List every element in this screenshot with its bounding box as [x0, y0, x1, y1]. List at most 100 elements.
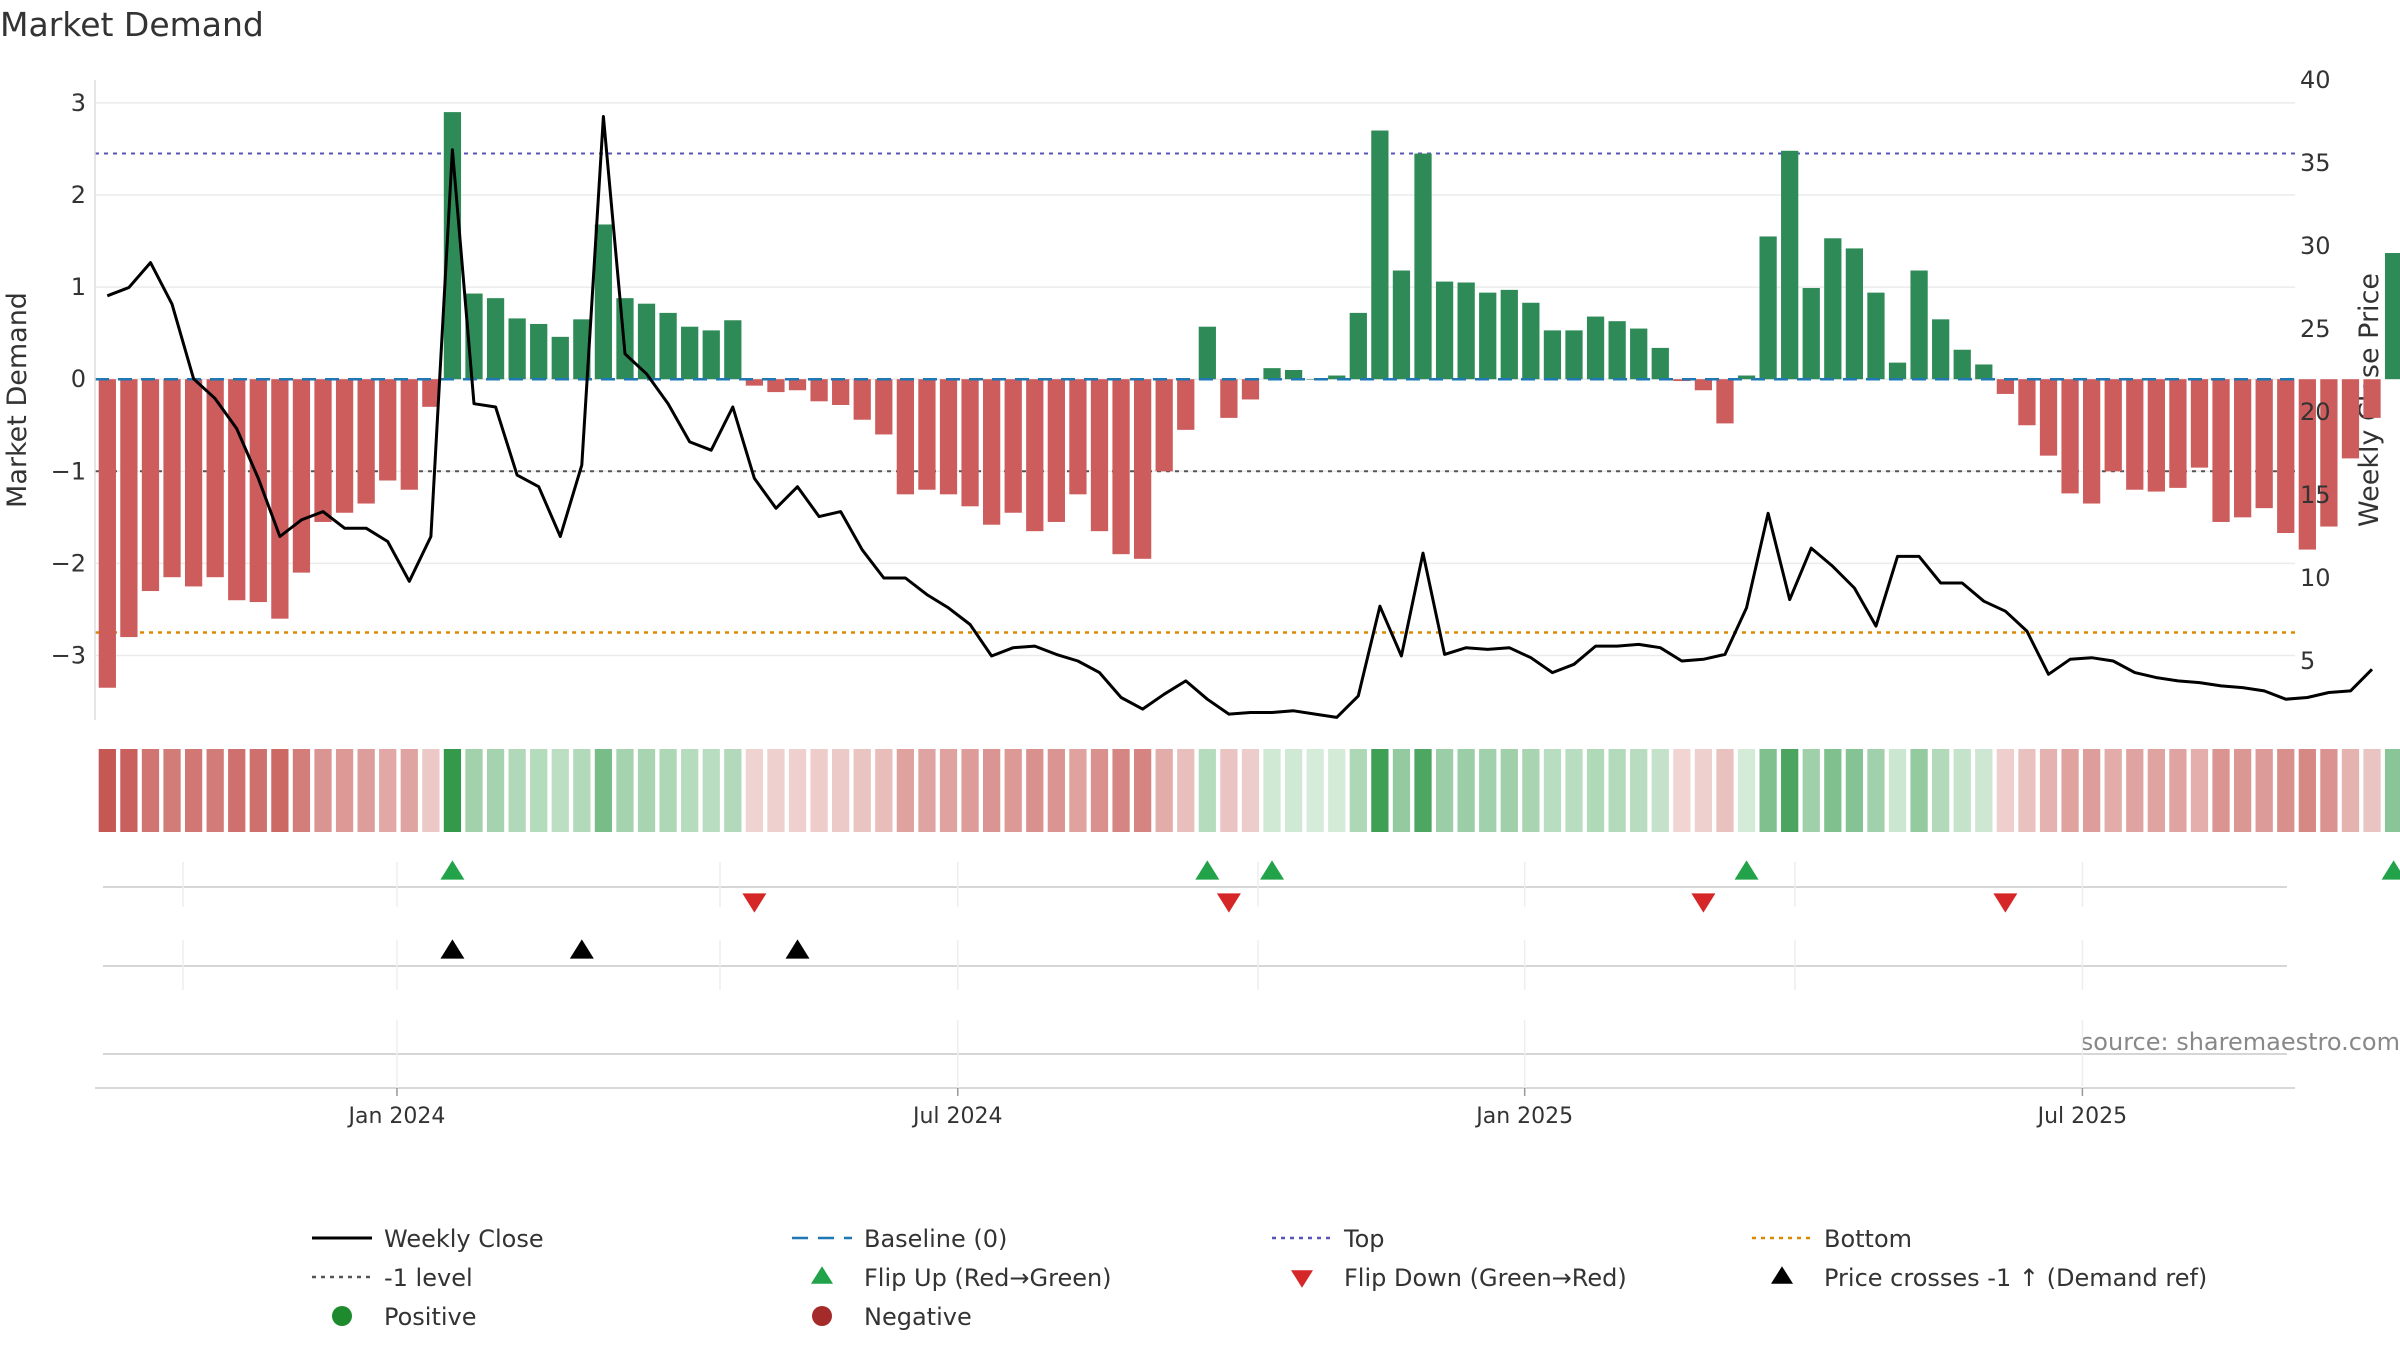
- color-strip-cell: [745, 749, 764, 832]
- demand-bar: [141, 379, 160, 592]
- demand-bar: [1716, 379, 1734, 424]
- color-strip-cell: [530, 749, 548, 832]
- demand-bar: [1608, 321, 1626, 380]
- color-strip-cell: [2298, 749, 2316, 832]
- color-strip-cell: [918, 749, 936, 832]
- color-strip-cell: [1975, 749, 1993, 832]
- demand-bar: [422, 379, 440, 407]
- legend-circle-icon: [812, 1306, 832, 1326]
- demand-bar: [594, 224, 613, 380]
- demand-bar: [1802, 288, 1820, 380]
- demand-bar: [1932, 319, 1950, 380]
- demand-bar: [1867, 292, 1885, 380]
- legend-triangle-up-icon: [811, 1266, 833, 1284]
- demand-bar: [2169, 379, 2187, 488]
- demand-bar: [961, 379, 979, 507]
- color-strip-cell: [1824, 749, 1842, 832]
- color-strip-cell: [357, 749, 375, 832]
- color-strip-cell: [2147, 749, 2165, 832]
- left-tick-label: −3: [51, 642, 86, 670]
- color-strip-cell: [422, 749, 440, 832]
- color-strip-cell: [1522, 749, 1540, 832]
- left-tick-label: −2: [51, 549, 86, 577]
- left-tick-label: 3: [71, 89, 86, 117]
- demand-bar: [1090, 379, 1109, 532]
- demand-bar: [1133, 379, 1152, 559]
- color-strip-cell: [2341, 749, 2360, 832]
- demand-bar: [1565, 330, 1583, 380]
- demand-bar: [702, 330, 720, 380]
- flip-down-marker: [742, 893, 767, 913]
- date-tick-label: Jul 2025: [2036, 1104, 2128, 1129]
- color-strip-cell: [1457, 749, 1475, 832]
- demand-bar: [1975, 364, 1993, 380]
- color-strip-cell: [2212, 749, 2230, 832]
- price-cross-marker: [785, 939, 810, 959]
- demand-bar: [1694, 379, 1713, 391]
- demand-bar: [1284, 369, 1303, 380]
- color-strip-cell: [1802, 749, 1820, 832]
- demand-bar: [832, 379, 850, 405]
- demand-bar: [530, 323, 548, 380]
- flip-up-marker: [1734, 860, 1759, 880]
- left-tick-label: 1: [71, 273, 86, 301]
- demand-bar: [896, 379, 914, 495]
- demand-bar: [1069, 379, 1087, 495]
- color-strip-cell: [1004, 749, 1022, 832]
- right-tick-label: 30: [2300, 232, 2331, 260]
- color-strip-cell: [1910, 749, 1928, 832]
- color-strip-cell: [1306, 749, 1324, 832]
- color-strip-cell: [1888, 749, 1907, 832]
- demand-bar: [939, 379, 958, 495]
- color-strip-cell: [681, 749, 699, 832]
- legend-label: Bottom: [1824, 1225, 1912, 1253]
- legend-item: Weekly Close: [312, 1225, 544, 1253]
- color-strip-cell: [1435, 749, 1454, 832]
- demand-bar: [1888, 362, 1907, 380]
- color-strip-cell: [2104, 749, 2122, 832]
- color-strip-cell: [1996, 749, 2014, 832]
- flip-up-marker: [440, 860, 465, 880]
- color-strip-cell: [1651, 749, 1669, 832]
- demand-bar: [1177, 379, 1195, 430]
- demand-bar: [1586, 316, 1605, 380]
- demand-bar: [228, 379, 246, 601]
- right-tick-label: 5: [2300, 647, 2315, 675]
- weekly-close-series: [106, 115, 2374, 719]
- legend: Weekly Close Baseline (0) Top Bottom -1 leve…: [312, 1225, 2207, 1331]
- demand-bar: [1220, 379, 1238, 418]
- demand-bar: [379, 379, 397, 481]
- demand-bar: [810, 379, 828, 402]
- demand-bar: [681, 326, 699, 380]
- legend-triangle-down-icon: [1291, 1270, 1313, 1288]
- color-strip-cell: [616, 749, 634, 832]
- color-strip-cell: [120, 749, 138, 832]
- color-strip-cell: [292, 749, 311, 832]
- color-strip-cell: [2384, 749, 2400, 832]
- demand-bar: [335, 379, 354, 513]
- demand-bar: [1047, 379, 1065, 522]
- color-strip-cell: [637, 749, 656, 832]
- color-strip-cell: [486, 749, 505, 832]
- demand-bar: [788, 379, 807, 391]
- color-strip-cell: [1155, 749, 1173, 832]
- demand-bar: [983, 379, 1001, 525]
- demand-bar: [2018, 379, 2036, 426]
- demand-bar: [120, 379, 138, 638]
- reference-lines: [95, 152, 2295, 634]
- demand-bar: [1781, 150, 1799, 380]
- source-credit: source: sharemaestro.com: [2081, 1028, 2400, 1056]
- color-strip-cell: [1845, 749, 1864, 832]
- color-strip-cell: [1371, 749, 1389, 832]
- demand-bar: [2083, 379, 2101, 504]
- demand-bar: [2384, 253, 2400, 380]
- legend-label: Flip Down (Green→Red): [1344, 1264, 1627, 1292]
- color-strip-cell: [1047, 749, 1065, 832]
- color-strip-cell: [724, 749, 742, 832]
- demand-bar: [249, 379, 267, 603]
- color-strip-cell: [1328, 749, 1346, 832]
- color-strip-cell: [1263, 749, 1281, 832]
- right-tick-label: 35: [2300, 149, 2331, 177]
